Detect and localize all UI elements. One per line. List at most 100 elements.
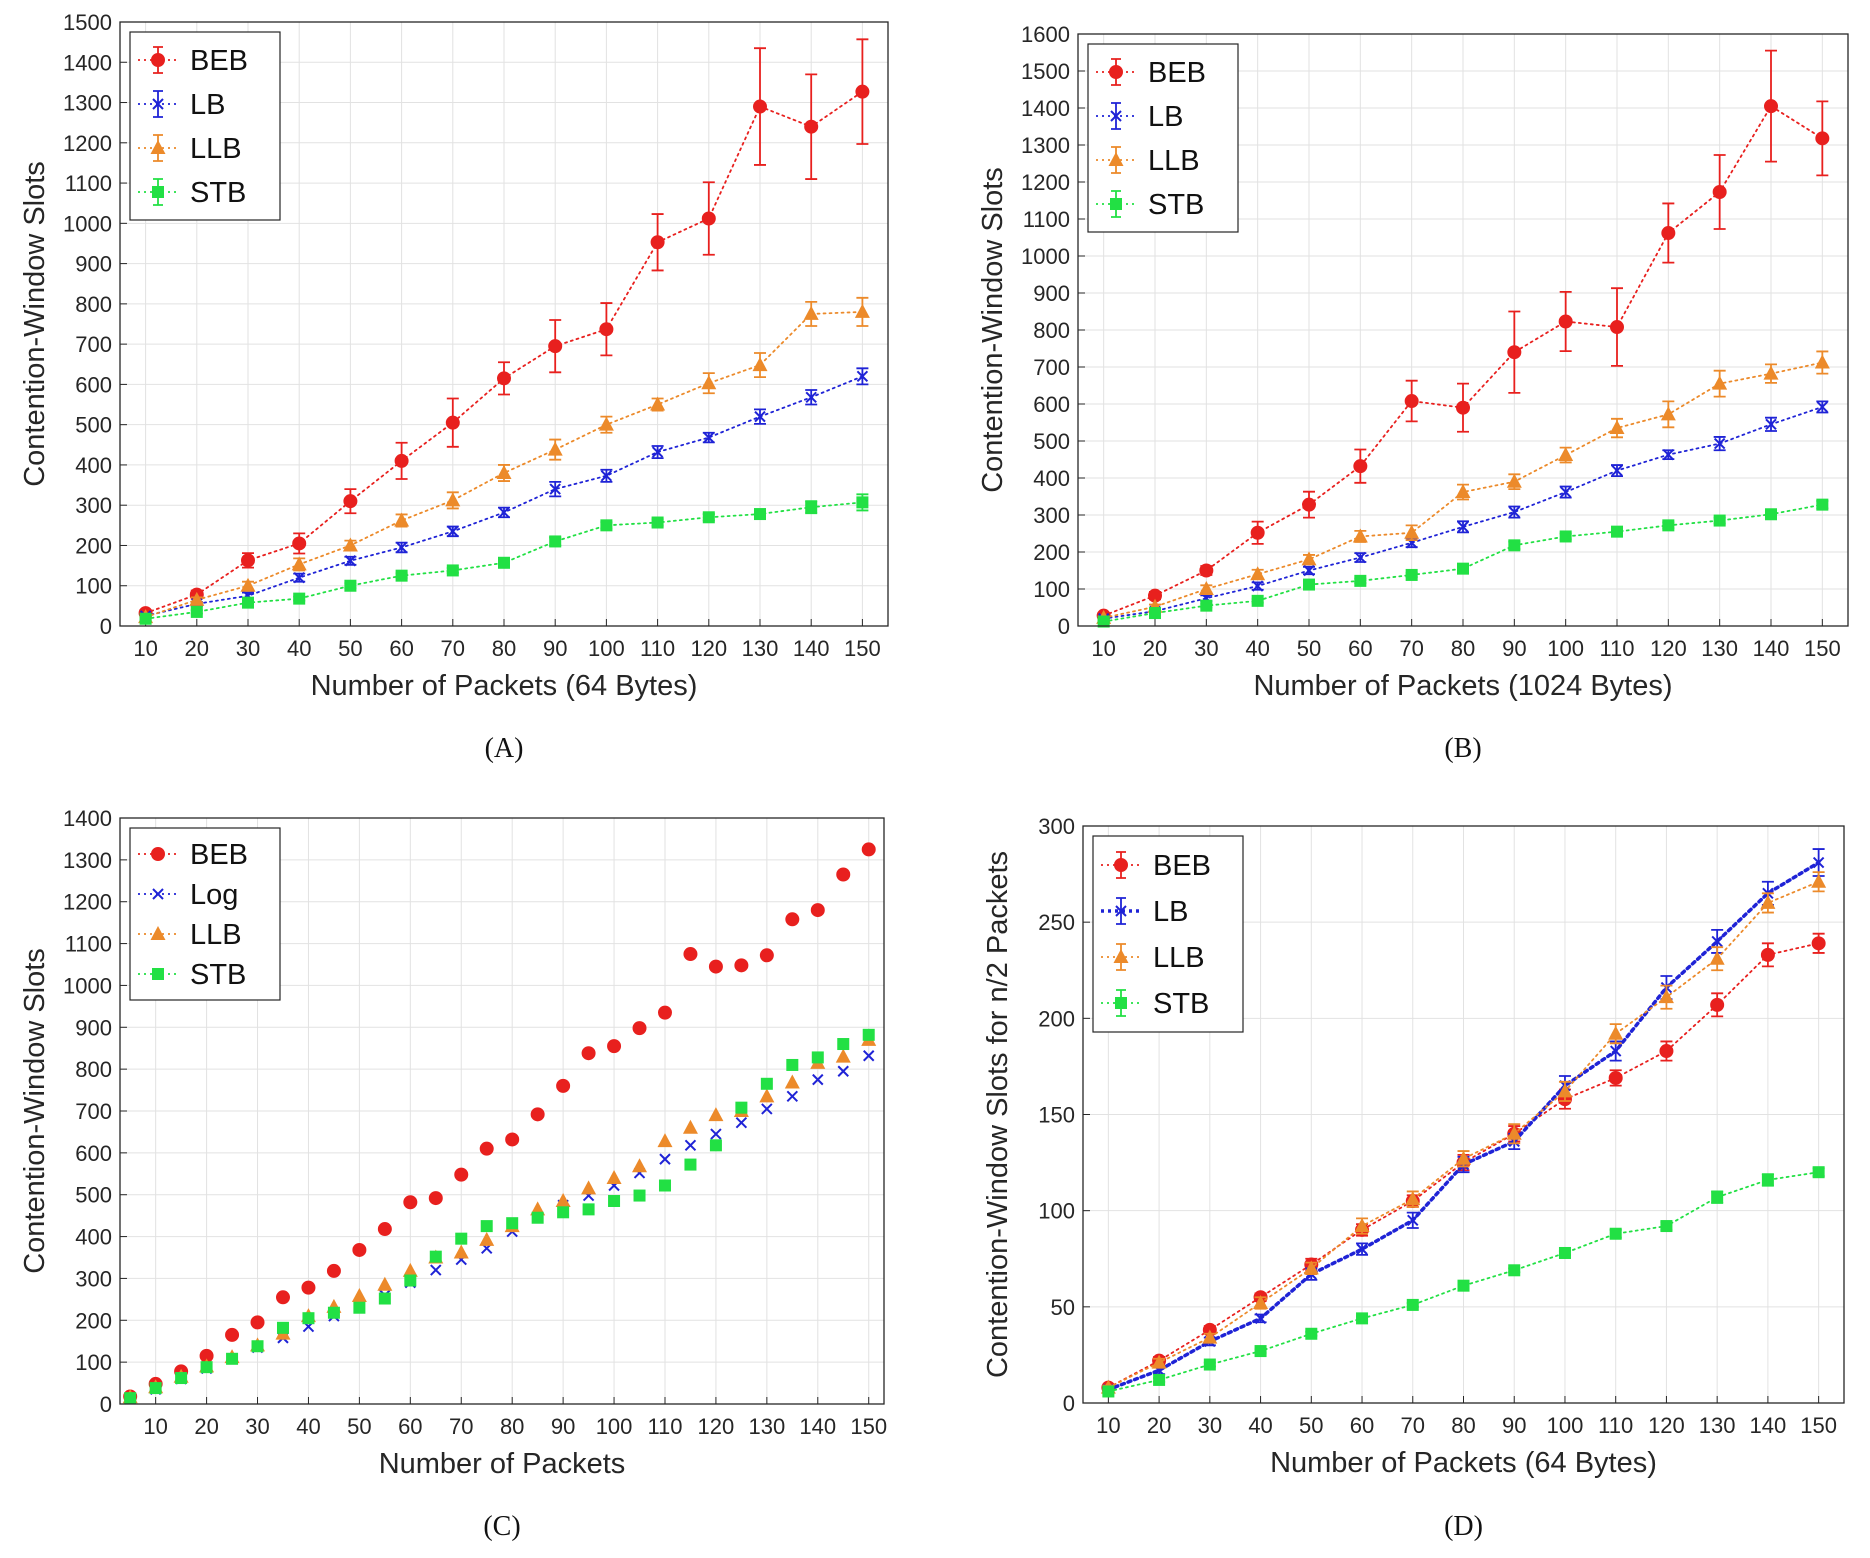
- data-point-beb: [1712, 184, 1727, 199]
- y-tick-label: 900: [75, 1015, 112, 1040]
- x-tick-label: 30: [245, 1414, 269, 1439]
- data-point-llb: [1608, 1025, 1624, 1040]
- data-point-stb: [658, 1179, 671, 1192]
- data-point-log: [761, 1103, 773, 1115]
- legend-label: BEB: [1148, 57, 1206, 89]
- data-point-beb: [1760, 947, 1775, 962]
- data-point-llb: [394, 512, 410, 527]
- legend: BEB Log LLB STB: [129, 827, 281, 1001]
- data-point-beb: [479, 1141, 494, 1156]
- x-tick-label: 140: [1753, 636, 1790, 661]
- y-tick-label: 900: [75, 252, 112, 277]
- x-tick-label: 40: [1248, 1413, 1272, 1438]
- data-point-stb: [327, 1306, 340, 1319]
- data-point-llb: [291, 556, 307, 571]
- x-tick-label: 130: [748, 1414, 785, 1439]
- data-point-lb: [1559, 486, 1572, 498]
- data-point-llb: [1814, 354, 1830, 369]
- legend-label: Log: [190, 879, 238, 911]
- legend-item-llb: LLB: [138, 919, 242, 951]
- data-point-llb: [759, 1088, 775, 1103]
- y-tick-label: 200: [1033, 540, 1070, 565]
- panel-b: 10 20 30 40 50 60 70 80 90 100 110 120 130 140 1500100…: [977, 22, 1849, 764]
- data-point-lb: [805, 391, 817, 403]
- data-point-beb: [301, 1280, 316, 1295]
- x-tick-label: 150: [850, 1414, 887, 1439]
- data-point-lb: [1611, 464, 1623, 477]
- data-point-lb: [703, 431, 715, 444]
- data-point-llb: [1712, 375, 1728, 390]
- data-point-lb: [1765, 418, 1777, 431]
- data-point-stb: [226, 1352, 239, 1365]
- data-point-stb: [1102, 1385, 1115, 1398]
- data-point-llb: [1456, 1150, 1471, 1165]
- data-point-beb: [250, 1315, 265, 1330]
- series-llb: [138, 296, 870, 624]
- y-tick-label: 500: [1033, 429, 1070, 454]
- data-point-llb: [445, 492, 461, 507]
- data-point-lb: [395, 541, 408, 554]
- data-point-llb: [547, 441, 563, 456]
- data-point-llb: [1557, 1083, 1573, 1098]
- data-point-stb: [1457, 562, 1469, 575]
- data-point-stb: [242, 596, 254, 609]
- data-point-lb: [1508, 506, 1521, 518]
- y-tick-label: 100: [75, 1350, 112, 1375]
- data-point-stb: [1508, 539, 1521, 552]
- y-tick-label: 0: [100, 1392, 112, 1417]
- series-stb: [139, 493, 869, 625]
- legend-item-lb: LB: [138, 89, 225, 121]
- series-line-stb: [1102, 503, 1824, 623]
- data-point-beb: [1811, 936, 1826, 951]
- legend-label: LLB: [190, 919, 242, 951]
- data-point-log: [812, 1073, 824, 1086]
- data-point-llb: [1250, 566, 1266, 581]
- panel-a: 10 20 30 40 50 60 70 80 90 100 110 120 130 140 1500100…: [19, 10, 889, 764]
- data-point-llb: [1763, 365, 1779, 380]
- data-point-stb: [837, 1038, 850, 1051]
- x-tick-label: 30: [1194, 636, 1218, 661]
- data-point-llb: [657, 1133, 673, 1148]
- data-point-beb: [326, 1263, 341, 1278]
- data-point-beb: [1608, 1070, 1623, 1085]
- data-point-beb: [1710, 997, 1725, 1012]
- legend-marker-log: [152, 888, 164, 900]
- x-tick-label: 70: [441, 636, 465, 661]
- x-tick-label: 140: [793, 636, 830, 661]
- y-tick-label: 1000: [63, 211, 112, 236]
- data-point-stb: [1711, 1191, 1724, 1204]
- x-tick-label: 50: [347, 1414, 371, 1439]
- data-point-stb: [251, 1340, 264, 1353]
- y-tick-label: 0: [1063, 1391, 1075, 1416]
- data-point-stb: [200, 1361, 213, 1374]
- data-point-beb: [785, 912, 800, 927]
- y-tick-label: 600: [1033, 392, 1070, 417]
- y-tick-label: 0: [100, 614, 112, 639]
- data-point-stb: [735, 1101, 748, 1114]
- data-point-beb: [759, 948, 774, 963]
- data-point-stb: [1559, 530, 1572, 543]
- data-point-stb: [190, 605, 203, 618]
- series-line-stb: [144, 501, 864, 620]
- series-beb: [138, 38, 870, 621]
- data-point-beb: [497, 371, 511, 386]
- y-tick-label: 100: [1038, 1199, 1075, 1224]
- legend-item-beb: BEB: [1096, 57, 1206, 89]
- data-point-stb: [1765, 508, 1777, 521]
- series-line-stb: [1107, 1171, 1820, 1393]
- x-tick-label: 20: [1147, 1413, 1171, 1438]
- legend-item-stb: STB: [138, 959, 246, 991]
- data-point-beb: [657, 1005, 672, 1020]
- legend-label: STB: [190, 177, 246, 209]
- data-point-beb: [861, 842, 876, 857]
- legend-marker-llb: [150, 140, 166, 154]
- data-point-beb: [445, 415, 460, 430]
- data-point-stb: [1354, 574, 1367, 587]
- data-point-llb: [1660, 406, 1676, 421]
- data-point-stb: [1508, 1264, 1521, 1277]
- data-point-stb: [1405, 568, 1418, 581]
- data-point-stb: [1457, 1279, 1470, 1292]
- data-point-stb: [651, 516, 664, 529]
- data-point-lb: [344, 555, 357, 567]
